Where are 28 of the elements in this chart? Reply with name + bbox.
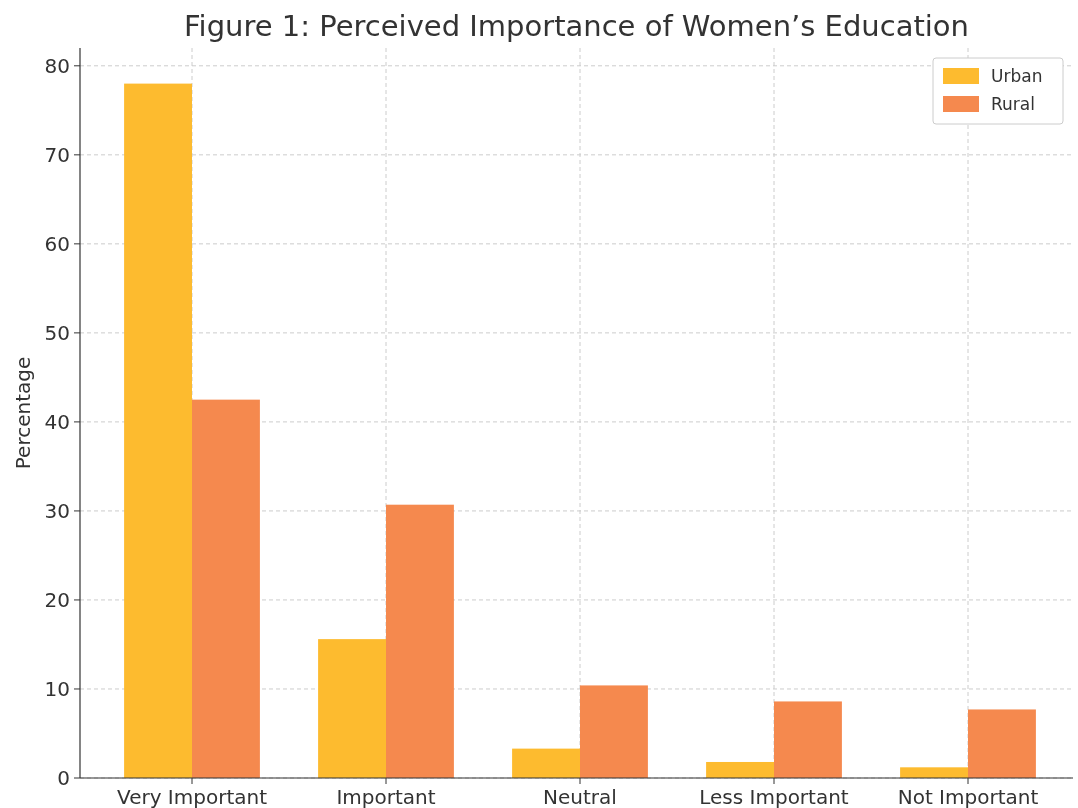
- x-tick-label: Not Important: [897, 785, 1039, 808]
- legend-label: Rural: [991, 93, 1035, 114]
- y-tick-label: 70: [44, 142, 70, 167]
- bar: [706, 761, 774, 778]
- bar: [124, 83, 192, 778]
- y-tick-label: 20: [44, 587, 70, 612]
- bar: [580, 685, 648, 778]
- legend-label: Urban: [991, 65, 1043, 86]
- y-tick-label: 0: [57, 766, 70, 790]
- bar: [900, 767, 968, 778]
- x-tick-label: Less Important: [699, 785, 849, 808]
- y-tick-label: 10: [44, 676, 70, 701]
- y-tick-label: 50: [44, 320, 70, 345]
- bar: [192, 399, 260, 778]
- x-tick-label: Important: [336, 785, 436, 808]
- bar: [512, 748, 580, 778]
- y-tick-label: 60: [44, 231, 70, 256]
- y-axis-title: Percentage: [11, 356, 35, 470]
- x-tick-label: Very Important: [117, 785, 268, 808]
- y-tick-label: 80: [44, 53, 70, 78]
- bar: [968, 709, 1036, 778]
- bar: [386, 504, 454, 778]
- bar: [774, 701, 842, 778]
- chart-title: Figure 1: Perceived Importance of Women’s Education: [184, 9, 969, 43]
- y-tick-label: 40: [44, 409, 70, 434]
- y-tick-label: 30: [44, 498, 70, 523]
- bar: [318, 639, 386, 778]
- x-tick-label: Neutral: [543, 785, 617, 808]
